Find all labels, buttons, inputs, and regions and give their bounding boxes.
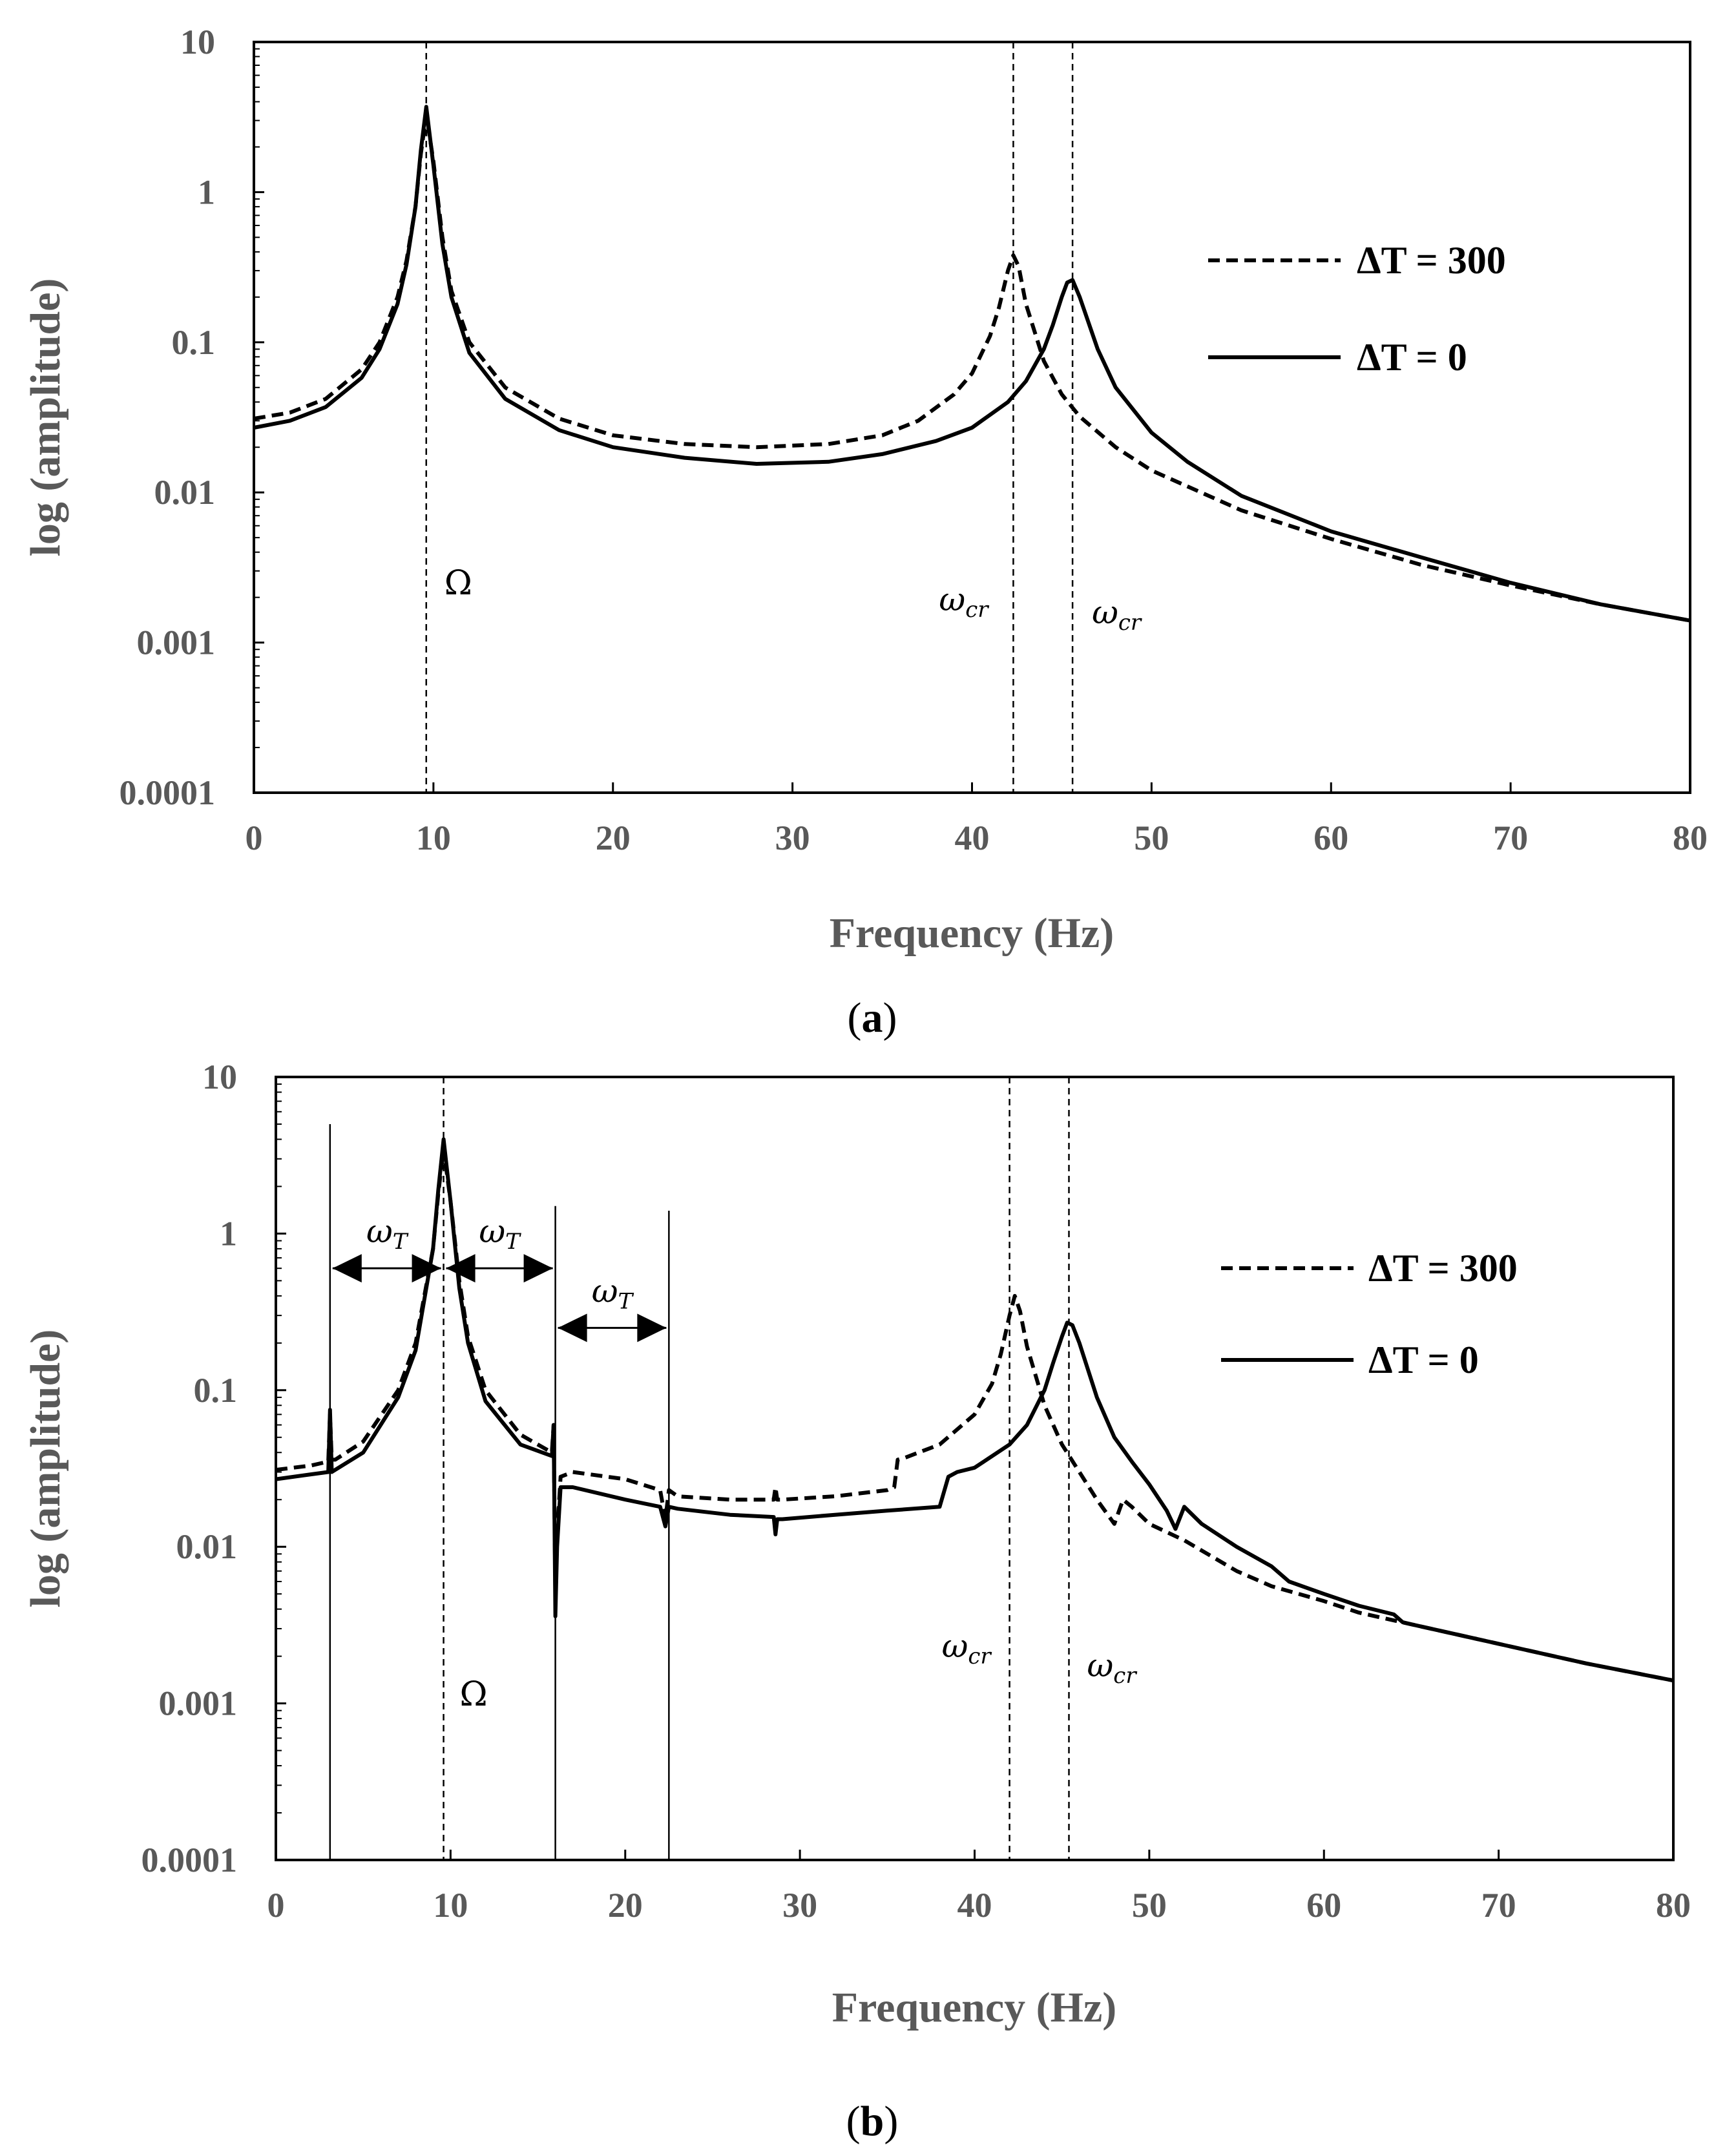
arrowhead-left <box>332 1254 362 1283</box>
omega-subscript: cr <box>965 597 989 623</box>
panel-label-b: (b) <box>846 2098 899 2145</box>
x-tick-label: 40 <box>957 1886 992 1925</box>
omega-t-subscript: T <box>393 1229 409 1255</box>
series-line-dt300 <box>253 112 1691 623</box>
omega-cr-label: ωcr <box>1087 1647 1138 1689</box>
y-tick-label: 10 <box>180 23 215 61</box>
omega-t-label: ωT <box>479 1213 521 1255</box>
y-tick-label: 0.01 <box>154 473 216 512</box>
y-tick-label: 0.0001 <box>141 1841 238 1879</box>
series-line-dt0 <box>253 105 1691 623</box>
x-tick-label: 50 <box>1134 819 1169 857</box>
omega-t-label: ωT <box>366 1213 409 1255</box>
chart-panel-a: 0 10 20 30 40 50 60 70 80 10 1 0.1 0.01 0.001 0.0001 Ω… <box>22 23 1708 1041</box>
x-tick-label: 40 <box>955 819 990 857</box>
y-tick-label: 1 <box>220 1214 237 1253</box>
y-tick-label: 0.001 <box>159 1684 238 1723</box>
x-tick-label: 60 <box>1313 819 1348 857</box>
x-tick-label: 50 <box>1132 1886 1167 1925</box>
arrowhead-left <box>446 1254 476 1283</box>
omega-t-subscript: T <box>505 1229 521 1255</box>
arrowhead-right <box>637 1313 667 1342</box>
x-tick-label: 10 <box>416 819 451 857</box>
y-tick-label: 1 <box>198 172 215 211</box>
x-tick-label: 80 <box>1656 1886 1691 1925</box>
y-axis-title: log (amplitude) <box>22 278 69 557</box>
x-tick-label: 20 <box>608 1886 643 1925</box>
omega-subscript: cr <box>968 1644 992 1669</box>
x-tick-label: 0 <box>267 1886 285 1925</box>
omega-t-subscript: T <box>618 1288 634 1314</box>
y-tick-label: 0.0001 <box>120 773 216 812</box>
chart-panel-b: 0 10 20 30 40 50 60 70 80 10 1 0.1 0.01 0.001 0.0001 Ω… <box>22 1058 1691 2145</box>
omega-subscript: cr <box>1113 1663 1137 1689</box>
arrowhead-right <box>523 1254 553 1283</box>
omega-cr-label: ωcr <box>942 1627 992 1669</box>
x-tick-label: 60 <box>1306 1886 1341 1925</box>
omega-subscript: cr <box>1118 610 1142 636</box>
series-line-dt0 <box>275 1137 1674 1683</box>
x-tick-label: 80 <box>1673 819 1708 857</box>
omega-label: Ω <box>444 564 472 603</box>
y-tick-label: 10 <box>202 1058 237 1096</box>
panel-label-a: (a) <box>848 994 897 1041</box>
y-axis-title: log (amplitude) <box>22 1330 69 1608</box>
omega-label: Ω <box>460 1675 488 1714</box>
y-tick-label: 0.001 <box>137 623 216 662</box>
x-tick-label: 20 <box>596 819 631 857</box>
x-tick-label: 10 <box>433 1886 468 1925</box>
y-tick-label: 0.1 <box>172 323 216 362</box>
x-tick-label: 70 <box>1481 1886 1516 1925</box>
omega-t-label: ωT <box>592 1272 634 1314</box>
x-tick-label: 30 <box>782 1886 817 1925</box>
y-tick-label: 0.01 <box>176 1527 238 1566</box>
x-tick-label: 70 <box>1493 819 1528 857</box>
x-axis-title: Frequency (Hz) <box>830 910 1114 957</box>
x-tick-label: 0 <box>246 819 263 857</box>
x-axis-title: Frequency (Hz) <box>832 1984 1117 2031</box>
omega-cr-label: ωcr <box>939 581 989 623</box>
arrowhead-right <box>412 1254 441 1283</box>
plot-area-frame <box>253 41 1691 794</box>
legend-label: ΔT = 0 <box>1368 1339 1479 1381</box>
legend-label: ΔT = 300 <box>1357 239 1506 282</box>
x-tick-label: 30 <box>775 819 810 857</box>
y-tick-label: 0.1 <box>194 1371 238 1410</box>
legend-label: ΔT = 300 <box>1368 1247 1518 1290</box>
arrowhead-left <box>558 1313 587 1342</box>
omega-cr-label: ωcr <box>1092 594 1142 636</box>
legend-label: ΔT = 0 <box>1357 336 1467 379</box>
